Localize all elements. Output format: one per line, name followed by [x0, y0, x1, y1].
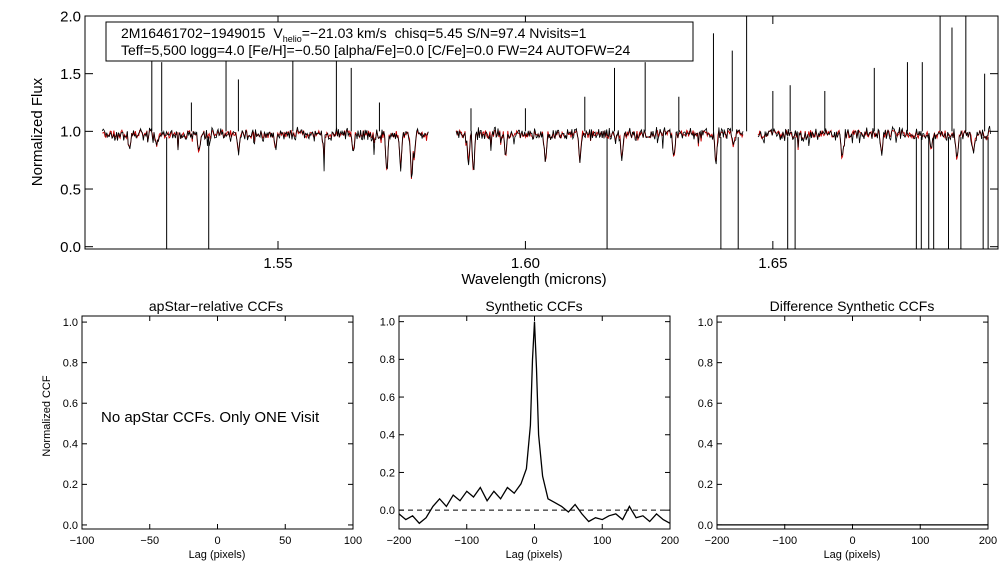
x-tick-label: −100 — [454, 535, 479, 547]
synthetic-ccf-curve — [398, 321, 671, 525]
synthetic-ccf-axes-frame — [398, 315, 671, 530]
y-tick-label: 0.0 — [60, 239, 81, 256]
x-tick-label: 50 — [279, 535, 291, 547]
difference-ccf-axes-frame — [716, 315, 989, 530]
y-tick-label: 0.4 — [698, 439, 713, 451]
fit-stats: chisq=5.45 S/N=97.4 Nvisits=1 — [395, 25, 587, 41]
y-tick-label: 0.6 — [63, 398, 78, 410]
observed-spectrum-segment — [455, 126, 744, 171]
apstar-ccf-x-ticks: −100 −50 0 50 100 — [70, 316, 362, 547]
x-tick-label: 200 — [979, 535, 997, 547]
x-tick-label: −50 — [140, 535, 159, 547]
spectrum-info-box: 2M16461702−1949015 Vhelio=−21.03 km/s chis… — [105, 21, 694, 62]
y-tick-label: 0.4 — [380, 430, 395, 442]
x-tick-label: 100 — [344, 535, 362, 547]
x-tick-label: 100 — [593, 535, 611, 547]
y-tick-label: 1.0 — [380, 317, 395, 329]
observed-spectrum-segment — [757, 125, 991, 158]
x-tick-label: 0 — [214, 535, 220, 547]
apstar-ccf-title: apStar−relative CCFs — [149, 298, 283, 314]
difference-ccf-y-ticks: 0.0 0.2 0.4 0.6 0.8 1.0 — [698, 317, 988, 532]
synthetic-ccf-x-ticks: −200 −100 0 100 200 — [387, 316, 679, 547]
x-tick-label: 0 — [531, 535, 537, 547]
y-tick-label: 0.2 — [380, 467, 395, 479]
x-tick-label: 200 — [661, 535, 679, 547]
y-tick-label: 0.8 — [63, 358, 78, 370]
x-tick-label: −200 — [387, 535, 412, 547]
y-tick-label: 0.8 — [698, 358, 713, 370]
model-spectrum-segment — [102, 128, 429, 180]
spectrum-plot-area — [101, 16, 991, 249]
x-tick-label: −200 — [705, 535, 730, 547]
difference-ccf-x-ticks: −200 −100 0 100 200 — [705, 316, 997, 547]
vhelio-subscript: helio — [283, 34, 302, 44]
difference-ccf-panel: Difference Synthetic CCFs −200 −100 0 100 20… — [698, 298, 997, 561]
y-tick-label: 0.0 — [63, 520, 78, 532]
x-tick-label: 100 — [911, 535, 929, 547]
spectrum-panel: 1.55 1.60 1.65 0.0 0.5 1.0 1.5 2.0 Normalized … — [29, 8, 999, 288]
y-tick-label: 1.0 — [60, 124, 81, 141]
observed-spectrum-segment — [101, 126, 429, 178]
x-tick-label: 0 — [849, 535, 855, 547]
y-tick-label: 0.6 — [380, 392, 395, 404]
spectrum-y-axis-label: Normalized Flux — [29, 77, 46, 186]
vhelio-value: =−21.03 km/s — [302, 25, 387, 41]
spectrum-x-axis-label: Wavelength (microns) — [461, 271, 606, 288]
apstar-ccf-x-axis-label: Lag (pixels) — [189, 549, 246, 561]
difference-ccf-title: Difference Synthetic CCFs — [770, 298, 935, 314]
difference-ccf-x-axis-label: Lag (pixels) — [824, 549, 881, 561]
vhelio-label: V — [273, 25, 283, 41]
y-tick-label: 0.2 — [698, 479, 713, 491]
synthetic-ccf-panel: Synthetic CCFs −200 −100 0 100 200 0.0 0.2 0.4… — [380, 298, 679, 561]
y-tick-label: 0.0 — [698, 520, 713, 532]
synthetic-ccf-title: Synthetic CCFs — [485, 298, 582, 314]
y-tick-label: 1.5 — [60, 66, 81, 83]
y-tick-label: 1.0 — [698, 317, 713, 329]
spectrum-axes-frame — [84, 15, 999, 250]
y-tick-label: 0.4 — [63, 439, 78, 451]
x-tick-label: 1.55 — [263, 255, 292, 272]
ccf-y-axis-label: Normalized CCF — [41, 375, 53, 457]
info-line-1: 2M16461702−1949015 Vhelio=−21.03 km/s chis… — [121, 25, 587, 44]
synthetic-ccf-y-ticks: 0.0 0.2 0.4 0.6 0.8 1.0 — [380, 317, 670, 517]
apstar-ccf-panel: apStar−relative CCFs −100 −50 0 50 100 0.00.… — [41, 298, 362, 561]
x-tick-label: 1.60 — [511, 255, 540, 272]
info-box-frame — [105, 21, 694, 62]
star-id: 2M16461702−1949015 — [121, 25, 266, 41]
y-tick-label: 1.0 — [63, 317, 78, 329]
y-tick-label: 2.0 — [60, 8, 81, 25]
info-line-2: Teff=5,500 logg=4.0 [Fe/H]=−0.50 [alpha/… — [121, 42, 630, 58]
y-tick-label: 0.6 — [698, 398, 713, 410]
observed-spectrum-line — [101, 16, 991, 249]
spectrum-x-ticks: 1.55 1.60 1.65 — [263, 16, 787, 272]
no-ccf-message: No apStar CCFs. Only ONE Visit — [101, 409, 320, 426]
y-tick-label: 0.5 — [60, 181, 81, 198]
apstar-ccf-y-ticks: 0.0 0.2 0.4 0.6 0.8 1.0 — [63, 317, 353, 532]
y-tick-label: 0.0 — [380, 505, 395, 517]
y-tick-label: 0.8 — [380, 354, 395, 366]
x-tick-label: −100 — [70, 535, 95, 547]
spectrum-y-ticks: 0.0 0.5 1.0 1.5 2.0 — [60, 8, 998, 256]
x-tick-label: 1.65 — [758, 255, 787, 272]
ccf-series-line — [398, 321, 671, 525]
synthetic-ccf-x-axis-label: Lag (pixels) — [506, 549, 563, 561]
y-tick-label: 0.2 — [63, 479, 78, 491]
x-tick-label: −100 — [772, 535, 797, 547]
